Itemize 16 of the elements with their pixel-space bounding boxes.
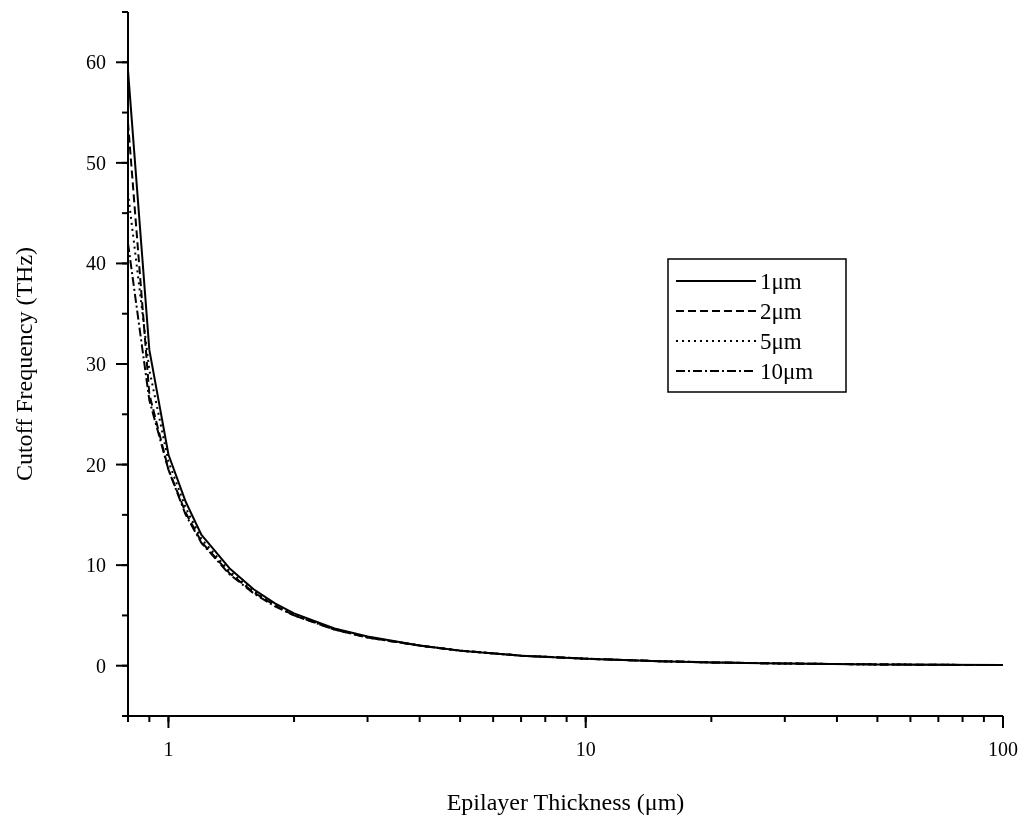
legend-label: 5μm: [760, 328, 802, 354]
x-tick-label: 10: [575, 738, 596, 760]
x-tick-label: 100: [988, 738, 1018, 760]
x-axis-title: Epilayer Thickness (μm): [446, 789, 685, 815]
y-tick-label: 50: [86, 151, 106, 174]
y-tick-label: 10: [86, 554, 106, 577]
x-tick-label: 1: [163, 738, 174, 760]
y-tick-label: 40: [86, 252, 106, 275]
y-axis-title: Cutoff Frequency (THz): [11, 246, 37, 482]
legend-label: 10μm: [760, 358, 814, 384]
y-tick-label: 20: [86, 453, 106, 476]
y-tick-label: 30: [86, 353, 106, 375]
legend-label: 2μm: [760, 298, 802, 324]
y-tick-label: 60: [86, 51, 106, 74]
y-tick-label: 0: [96, 654, 106, 677]
legend-label: 1μm: [760, 268, 802, 294]
